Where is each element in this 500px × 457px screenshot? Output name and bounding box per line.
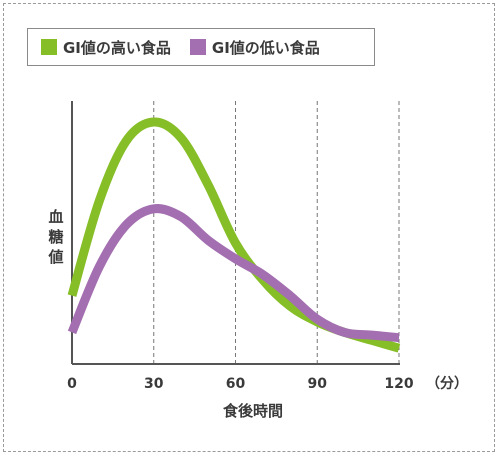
x-tick-0: 0 — [67, 376, 77, 392]
legend-swatch-high-gi — [41, 39, 57, 55]
series-lines — [67, 117, 401, 353]
y-axis-title: 血糖値 — [47, 208, 63, 266]
y-axis-title-char: 値 — [47, 248, 63, 266]
x-tick-90: 90 — [308, 376, 328, 392]
x-tick-60: 60 — [226, 376, 246, 392]
y-axis-title-char: 糖 — [48, 228, 63, 246]
x-axis-title: 食後時間 — [223, 402, 283, 420]
x-tick-30: 30 — [144, 376, 164, 392]
legend-item-high-gi: GI値の高い食品 — [41, 37, 171, 58]
x-unit-label: （分） — [426, 376, 468, 392]
legend-swatch-low-gi — [189, 39, 206, 55]
x-tick-120: 120 — [384, 376, 413, 392]
chart-frame — [3, 3, 495, 452]
grid-lines — [153, 101, 400, 364]
legend: GI値の高い食品 GI値の低い食品 — [27, 28, 375, 66]
legend-label-high-gi: GI値の高い食品 — [63, 38, 171, 57]
x-tick-labels: 0 30 60 90 120 — [67, 376, 414, 392]
legend-label-low-gi: GI値の低い食品 — [211, 38, 320, 57]
series-line-low-gi — [67, 204, 400, 343]
y-axis-title-char: 血 — [48, 208, 63, 226]
legend-item-low-gi: GI値の低い食品 — [189, 37, 320, 58]
